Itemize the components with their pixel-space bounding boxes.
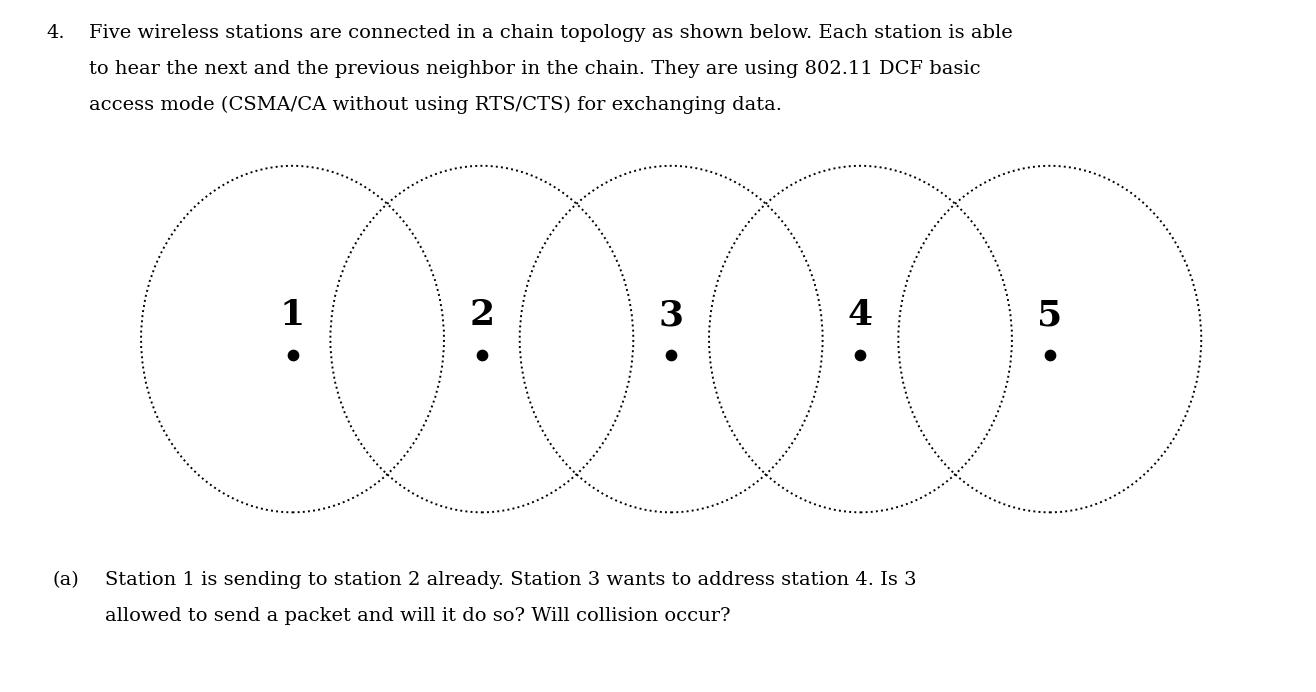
Text: 4.: 4.: [46, 24, 64, 42]
Text: 3: 3: [658, 298, 684, 332]
Text: 2: 2: [470, 298, 495, 332]
Point: [1040, 349, 1061, 361]
Text: Five wireless stations are connected in a chain topology as shown below. Each st: Five wireless stations are connected in …: [89, 24, 1013, 42]
Text: 4: 4: [848, 298, 873, 332]
Text: to hear the next and the previous neighbor in the chain. They are using 802.11 D: to hear the next and the previous neighb…: [89, 60, 982, 78]
Text: 5: 5: [1037, 298, 1062, 332]
Text: 1: 1: [280, 298, 305, 332]
Text: allowed to send a packet and will it do so? Will collision occur?: allowed to send a packet and will it do …: [105, 607, 730, 625]
Point: [661, 349, 682, 361]
Point: [850, 349, 871, 361]
Point: [471, 349, 492, 361]
Text: (a): (a): [53, 571, 79, 589]
Point: [282, 349, 303, 361]
Text: Station 1 is sending to station 2 already. Station 3 wants to address station 4.: Station 1 is sending to station 2 alread…: [105, 571, 917, 589]
Text: access mode (CSMA/CA without using RTS/CTS) for exchanging data.: access mode (CSMA/CA without using RTS/C…: [89, 96, 783, 114]
